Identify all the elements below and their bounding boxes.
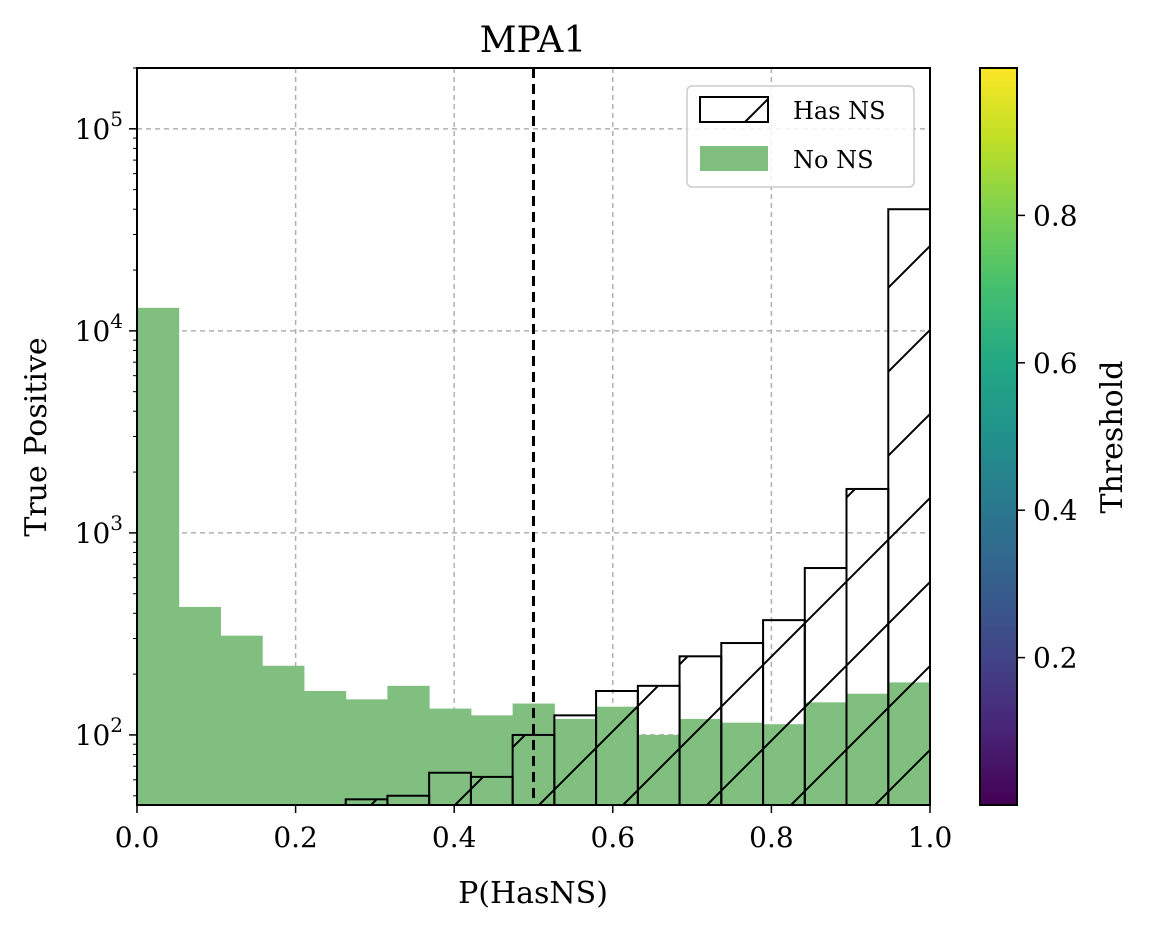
x-tick-label: 1.0 <box>908 821 953 854</box>
x-axis-label: P(HasNS) <box>458 876 608 911</box>
has-ns-series <box>344 208 930 805</box>
has-ns-bar <box>678 655 723 805</box>
has-ns-bar <box>553 714 598 805</box>
x-tick-label: 0.8 <box>749 821 794 854</box>
colorbar-tick-label: 0.6 <box>1033 347 1078 380</box>
y-tick-label: 105 <box>75 107 123 146</box>
chart-title: MPA1 <box>480 20 587 61</box>
legend-swatch-no-ns <box>700 146 768 171</box>
y-tick-label: 104 <box>75 309 123 348</box>
has-ns-bar <box>469 775 514 805</box>
no-ns-bar <box>303 690 347 805</box>
legend-hatch-mark <box>744 98 769 123</box>
colorbar: 0.2 0.4 0.6 0.8 Threshold <box>979 67 1130 806</box>
x-tick-label: 0.2 <box>273 821 318 854</box>
legend-label-no-ns: No NS <box>793 146 874 174</box>
legend-label-has-ns: Has NS <box>793 97 886 125</box>
no-ns-bar <box>178 606 222 805</box>
y-tick-label: 102 <box>75 713 123 752</box>
y-tick-label: 103 <box>75 511 123 550</box>
legend-entry-no-ns: No NS <box>700 146 874 174</box>
y-axis-label: True Positive <box>19 337 54 536</box>
has-ns-bar <box>636 684 681 805</box>
no-ns-bar <box>345 699 388 805</box>
has-ns-bar <box>720 642 765 805</box>
no-ns-bar <box>137 307 180 805</box>
x-tick-label: 0.6 <box>591 821 636 854</box>
has-ns-bar <box>803 567 848 805</box>
y-ticks: 102 103 104 105 <box>75 67 137 797</box>
no-ns-bar <box>220 635 263 805</box>
x-ticks: 0.0 0.2 0.4 0.6 0.8 1.0 <box>115 805 953 854</box>
x-tick-label: 0.0 <box>115 821 160 854</box>
colorbar-gradient <box>979 67 1018 806</box>
has-ns-bar <box>386 794 431 805</box>
colorbar-tick-label: 0.4 <box>1033 494 1078 527</box>
no-ns-bar <box>262 665 305 805</box>
has-ns-bar <box>887 208 930 805</box>
has-ns-bar <box>595 689 639 805</box>
colorbar-ticks: 0.2 0.4 0.6 0.8 <box>1017 199 1078 675</box>
colorbar-tick-label: 0.8 <box>1033 199 1078 232</box>
has-ns-bar <box>428 771 472 805</box>
colorbar-label: Threshold <box>1095 360 1130 513</box>
legend-entry-has-ns: Has NS <box>699 96 886 125</box>
has-ns-bar <box>845 487 890 805</box>
colorbar-tick-label: 0.2 <box>1033 642 1078 675</box>
legend: Has NS No NS <box>686 85 915 188</box>
x-tick-label: 0.4 <box>432 821 477 854</box>
has-ns-bar <box>762 619 806 805</box>
no-ns-bar <box>387 685 430 805</box>
